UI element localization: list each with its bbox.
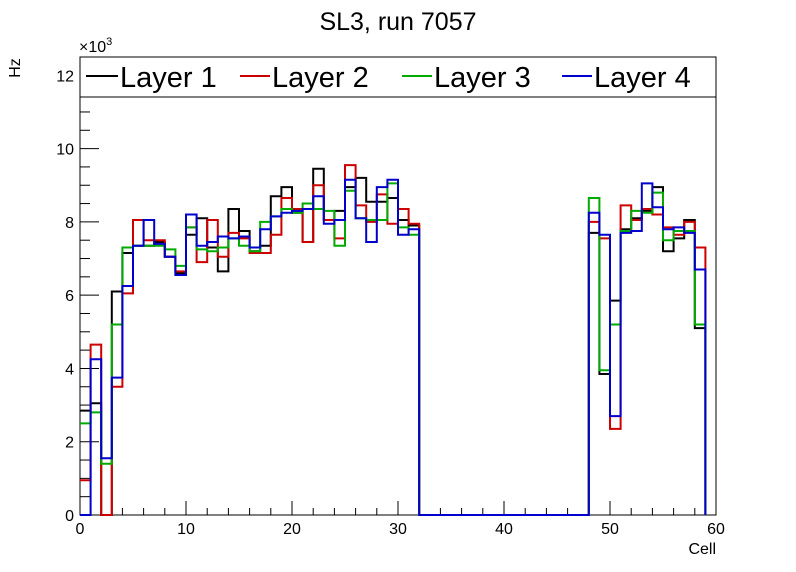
series-4 bbox=[80, 178, 707, 516]
y-tick-label: 2 bbox=[65, 435, 74, 452]
y-axis-label: Hz bbox=[7, 58, 24, 78]
series-layer bbox=[80, 164, 707, 516]
y-axis-multiplier: ×103 bbox=[79, 36, 112, 56]
y-tick-label: 0 bbox=[65, 508, 74, 525]
x-tick-label: 50 bbox=[601, 521, 619, 538]
chart-title: SL3, run 7057 bbox=[319, 8, 476, 36]
legend-label-1: Layer 1 bbox=[120, 62, 217, 94]
x-tick-label: 40 bbox=[495, 521, 513, 538]
legend-label-4: Layer 4 bbox=[594, 62, 691, 94]
y-tick-label: 10 bbox=[56, 142, 74, 159]
y-axis-multiplier-base: ×10 bbox=[79, 39, 106, 56]
y-tick-label: 6 bbox=[65, 288, 74, 305]
legend-label-2: Layer 2 bbox=[272, 62, 369, 94]
x-tick-label: 0 bbox=[76, 521, 85, 538]
legend-entry-1: Layer 1 bbox=[86, 62, 217, 94]
series-line-layer-4 bbox=[80, 178, 707, 516]
x-tick-label: 20 bbox=[283, 521, 301, 538]
x-tick-label: 60 bbox=[707, 521, 725, 538]
legend-box bbox=[79, 56, 717, 98]
y-tick-label: 8 bbox=[65, 215, 74, 232]
legend-label-3: Layer 3 bbox=[434, 62, 531, 94]
legend-entry-4: Layer 4 bbox=[562, 62, 691, 94]
y-tick-label: 12 bbox=[56, 68, 74, 85]
x-tick-label: 30 bbox=[389, 521, 407, 538]
y-tick-label: 4 bbox=[65, 361, 74, 378]
legend: Layer 1 Layer 2 Layer 3 Layer 4 bbox=[79, 56, 717, 98]
x-tick-label: 10 bbox=[177, 521, 195, 538]
x-axis-label: Cell bbox=[688, 541, 716, 558]
legend-entry-2: Layer 2 bbox=[240, 62, 369, 94]
legend-entry-3: Layer 3 bbox=[402, 62, 531, 94]
y-axis-multiplier-exponent: 3 bbox=[106, 36, 112, 48]
